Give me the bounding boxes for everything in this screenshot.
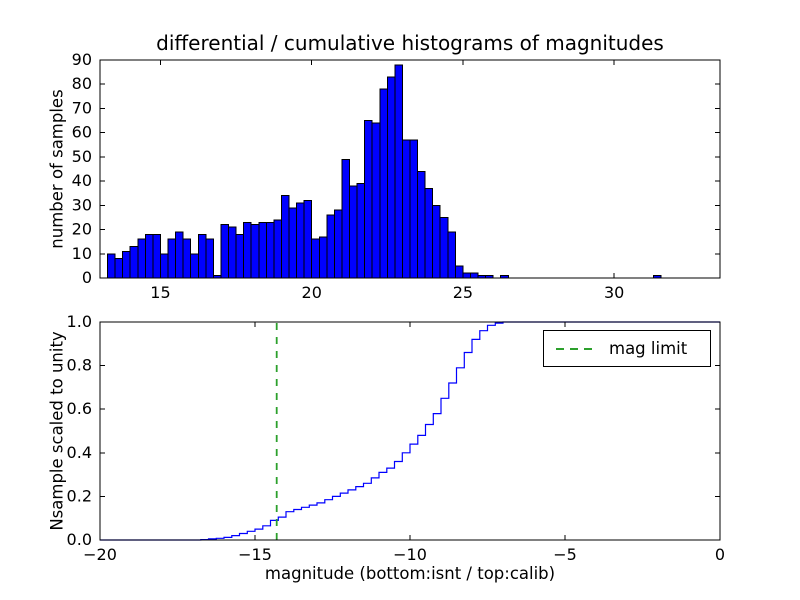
histogram-bar <box>333 209 343 279</box>
x-tick-label: 15 <box>150 283 170 302</box>
histogram-bar <box>394 64 403 279</box>
x-tick-label: 0 <box>715 545 725 564</box>
histogram-bar <box>469 272 479 279</box>
x-tick-label: 20 <box>302 283 322 302</box>
histogram-bar <box>197 233 207 279</box>
histogram-bar <box>152 233 161 279</box>
histogram-bar <box>137 238 146 279</box>
histogram-bar <box>167 238 177 279</box>
histogram-bar <box>356 183 366 279</box>
y-tick-label: 40 <box>72 171 92 190</box>
histogram-bar <box>432 204 441 279</box>
y-tick-label: 70 <box>72 98 92 117</box>
histogram-bar <box>349 185 358 279</box>
chart-title: differential / cumulative histograms of … <box>156 31 664 55</box>
histogram-bar <box>318 236 328 279</box>
histogram-bar <box>273 219 282 279</box>
x-tick-label: −10 <box>393 545 427 564</box>
histogram-bar <box>258 221 267 279</box>
histogram-bar <box>341 158 351 279</box>
histogram-bar <box>159 253 169 279</box>
histogram-bar <box>447 231 456 279</box>
y-tick-label: 1.0 <box>67 312 92 331</box>
histogram-bar <box>280 195 290 279</box>
x-tick-label: −20 <box>83 545 117 564</box>
x-tick-label: −15 <box>238 545 272 564</box>
top-y-axis-label: number of samples <box>47 89 67 249</box>
histogram-bar <box>386 76 396 279</box>
y-tick-label: 20 <box>72 220 92 239</box>
histogram-bar <box>379 88 388 279</box>
histogram-bar <box>114 258 124 279</box>
y-tick-label: 0.4 <box>67 443 92 462</box>
histogram-bar <box>409 139 419 279</box>
histogram-bar <box>417 170 426 279</box>
histogram-bar <box>228 226 237 279</box>
legend-dashed-line-sample <box>556 347 598 350</box>
histogram-bar <box>265 221 275 279</box>
cumulative-line <box>100 321 720 541</box>
histogram-bar <box>439 216 449 279</box>
histogram-bar <box>220 224 230 279</box>
y-tick-label: 0.8 <box>67 356 92 375</box>
histogram-bar <box>371 122 381 279</box>
histogram-bar <box>235 233 245 279</box>
x-axis-label: magnitude (bottom:isnt / top:calib) <box>264 564 556 583</box>
legend: mag limit <box>543 330 711 367</box>
y-tick-label: 50 <box>72 147 92 166</box>
legend-label: mag limit <box>609 339 688 358</box>
x-tick-label: −5 <box>553 545 577 564</box>
y-tick-label: 10 <box>72 244 92 263</box>
histogram-bar <box>454 265 464 279</box>
histogram-bar <box>303 199 313 279</box>
histogram-bar <box>129 246 139 279</box>
histogram-bar <box>250 224 260 279</box>
y-tick-label: 0 <box>82 268 92 287</box>
histogram-bar <box>107 253 116 279</box>
histogram-bar <box>311 238 320 279</box>
y-tick-label: 0.6 <box>67 399 92 418</box>
histogram-bar <box>122 250 131 279</box>
histogram-bar <box>182 238 192 279</box>
histogram-bar <box>401 139 411 279</box>
top-axes-frame <box>99 59 721 279</box>
histogram-bar <box>288 207 298 279</box>
y-tick-label: 0.0 <box>67 530 92 549</box>
histogram-bar <box>364 120 373 279</box>
y-tick-label: 0.2 <box>67 486 92 505</box>
y-tick-label: 60 <box>72 123 92 142</box>
histogram-bar <box>243 221 252 279</box>
histogram-bar <box>144 233 154 279</box>
histogram-bar <box>175 231 184 279</box>
y-tick-label: 90 <box>72 50 92 69</box>
histogram-bar <box>462 272 471 279</box>
x-tick-label: 30 <box>604 283 624 302</box>
histogram-bar <box>190 253 199 279</box>
y-tick-label: 30 <box>72 195 92 214</box>
histogram-bar <box>296 202 305 279</box>
x-tick-label: 25 <box>453 283 473 302</box>
histogram-bar <box>424 187 434 279</box>
histogram-bar <box>205 238 214 279</box>
bottom-y-axis-label: Nsample scaled to unity <box>47 331 67 531</box>
y-tick-label: 80 <box>72 74 92 93</box>
histogram-bar <box>326 214 335 279</box>
